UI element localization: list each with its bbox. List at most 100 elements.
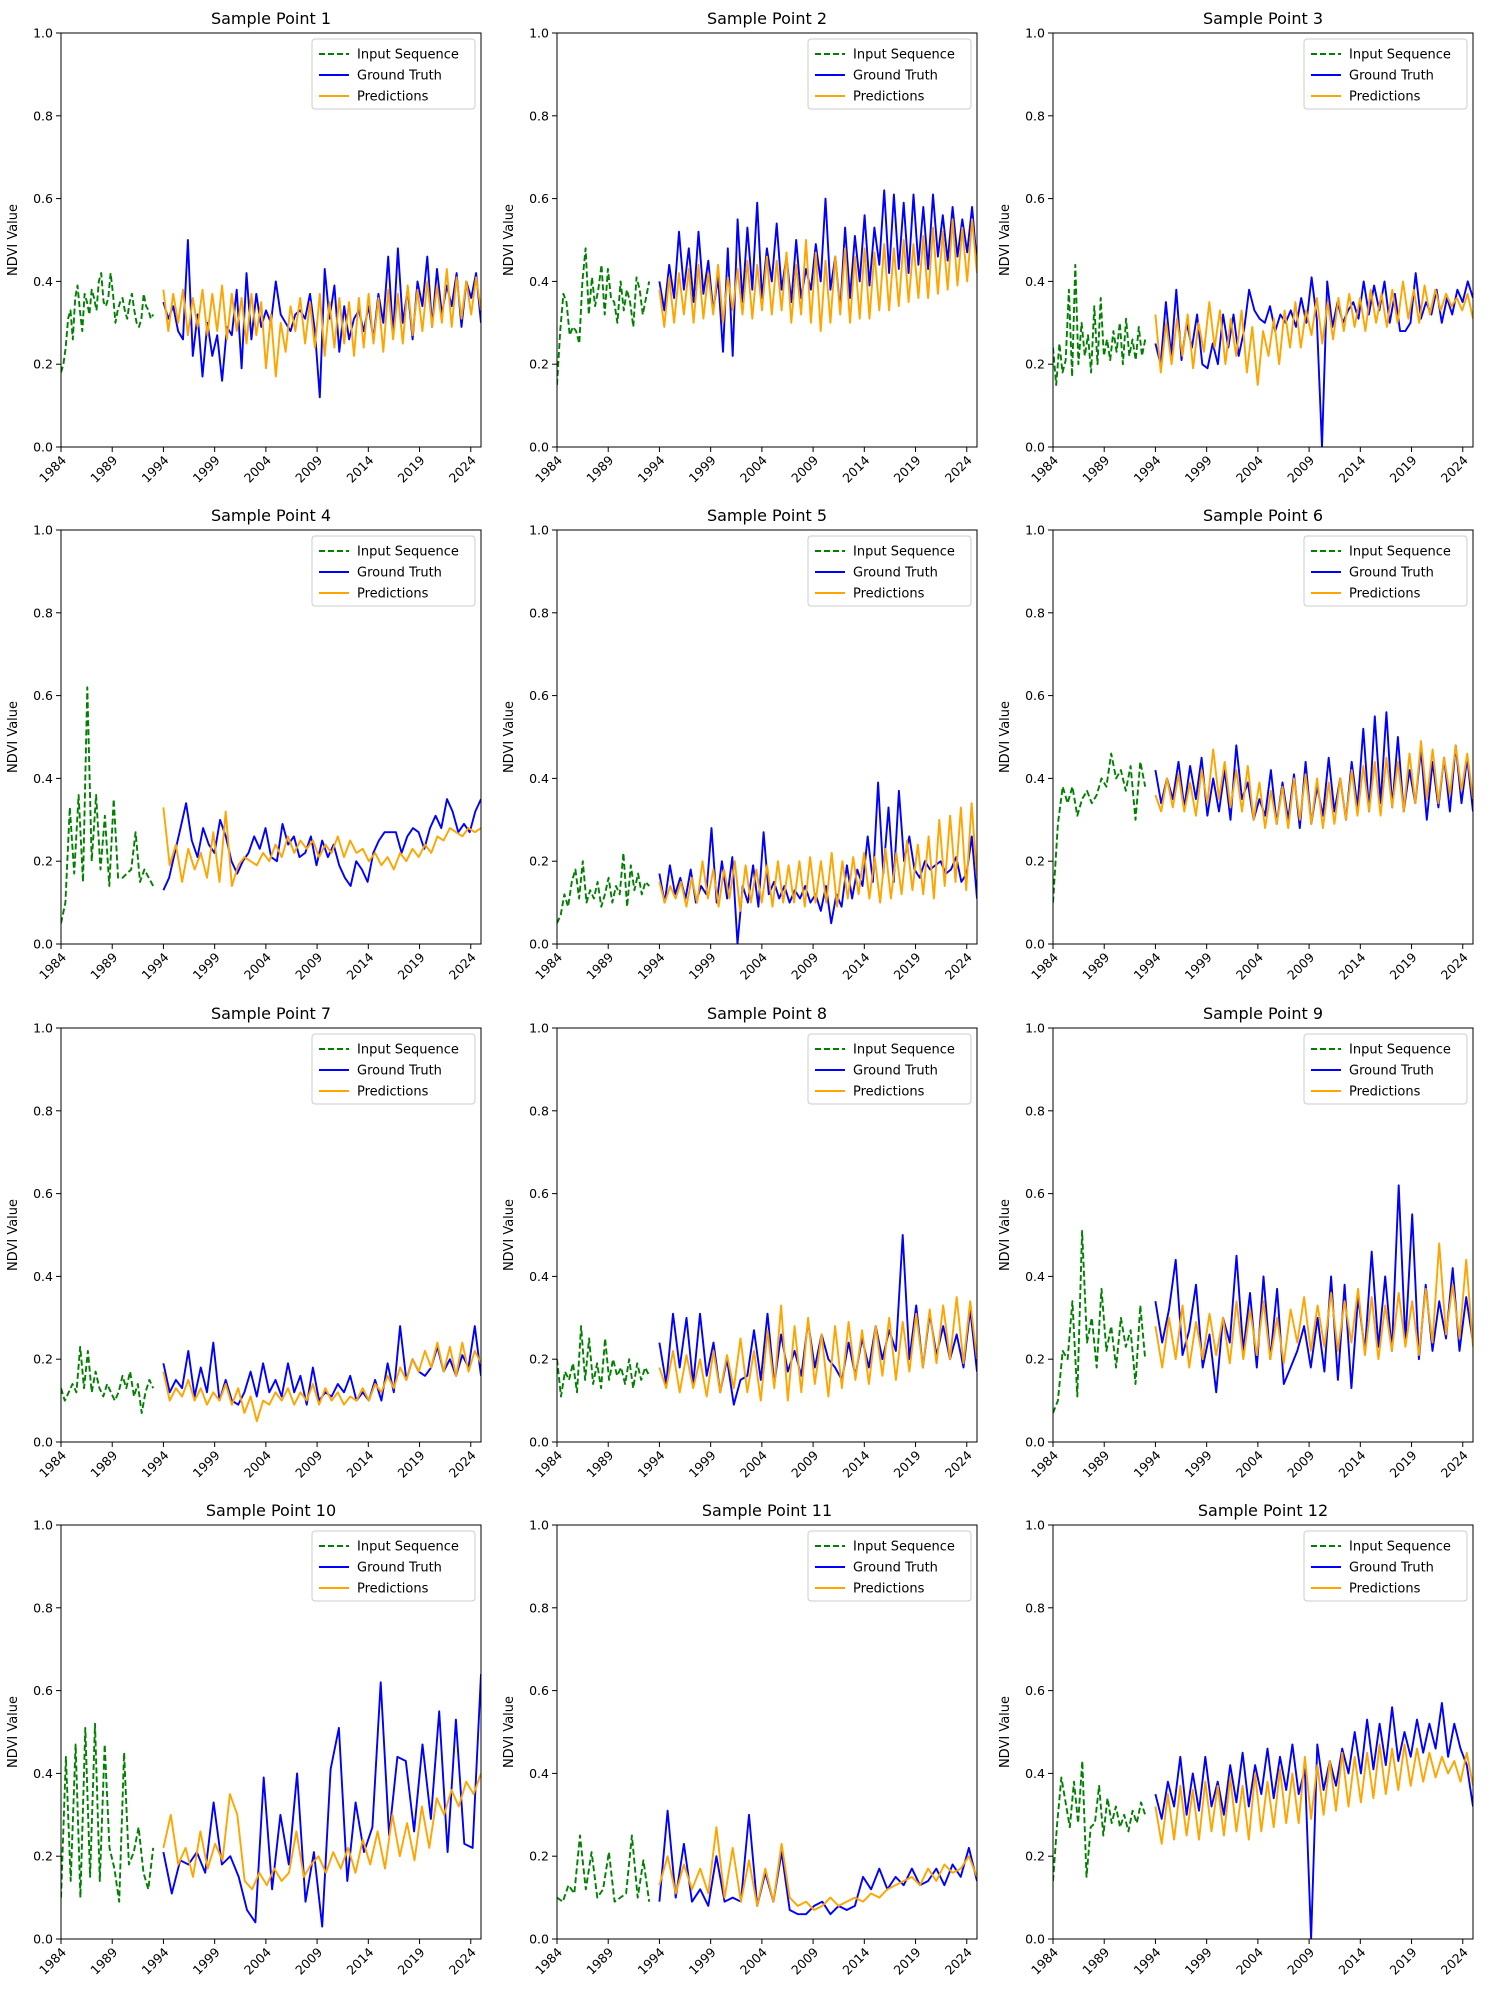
legend-label: Input Sequence bbox=[1349, 1540, 1451, 1555]
y-tick-label: 0.0 bbox=[33, 440, 53, 455]
series-input-sequence bbox=[557, 247, 651, 385]
y-tick-label: 0.8 bbox=[1025, 1600, 1045, 1615]
x-tick-label: 1994 bbox=[138, 1944, 171, 1977]
x-tick-label: 1984 bbox=[1028, 949, 1061, 982]
x-tick-label: 2009 bbox=[788, 1944, 821, 1977]
x-tick-label: 2024 bbox=[942, 949, 975, 982]
x-tick-label: 1984 bbox=[532, 452, 565, 485]
y-tick-label: 0.8 bbox=[529, 1600, 549, 1615]
y-tick-label: 0.6 bbox=[1025, 1683, 1045, 1698]
x-tick-label: 2019 bbox=[1387, 1944, 1420, 1977]
y-tick-label: 0.8 bbox=[529, 605, 549, 620]
y-tick-label: 0.2 bbox=[529, 854, 549, 869]
y-tick-label: 0.4 bbox=[33, 274, 53, 289]
y-tick-label: 0.2 bbox=[33, 1352, 53, 1367]
x-tick-label: 1994 bbox=[138, 1447, 171, 1480]
plot-frame bbox=[60, 529, 482, 945]
chart-title: Sample Point 5 bbox=[707, 506, 827, 525]
x-tick-label: 2014 bbox=[343, 1944, 376, 1977]
chart-title: Sample Point 4 bbox=[211, 506, 331, 525]
legend-label: Predictions bbox=[357, 1582, 429, 1597]
series-ground-truth bbox=[162, 1673, 481, 1928]
x-tick-label: 2009 bbox=[788, 1447, 821, 1480]
y-tick-label: 0.0 bbox=[1025, 1435, 1045, 1450]
subplot-9: Sample Point 9 NDVI Value 0.0 0.2 0.4 0.6 0.8 1… bbox=[998, 1004, 1474, 1481]
x-tick-label: 2014 bbox=[343, 949, 376, 982]
x-tick-label: 1999 bbox=[190, 1944, 223, 1977]
y-tick-label: 1.0 bbox=[33, 1518, 53, 1533]
y-axis-label: NDVI Value bbox=[502, 1696, 517, 1768]
plot-frame bbox=[556, 1524, 978, 1940]
chart-title: Sample Point 12 bbox=[1198, 1501, 1328, 1520]
x-tick-label: 2019 bbox=[395, 1944, 428, 1977]
y-axis-label: NDVI Value bbox=[6, 701, 21, 773]
x-tick-label: 1999 bbox=[686, 1944, 719, 1977]
legend: Input Sequence Ground Truth Predictions bbox=[807, 1530, 972, 1602]
y-tick-label: 0.0 bbox=[529, 440, 549, 455]
y-tick-label: 0.4 bbox=[529, 274, 549, 289]
x-tick-label: 1984 bbox=[1028, 1447, 1061, 1480]
series-input-sequence bbox=[61, 1722, 155, 1903]
x-tick-label: 2014 bbox=[343, 452, 376, 485]
x-tick-label: 2024 bbox=[446, 1447, 479, 1480]
x-tick-label: 2014 bbox=[839, 1447, 872, 1480]
legend-label: Input Sequence bbox=[1349, 48, 1451, 63]
y-tick-label: 0.4 bbox=[1025, 771, 1045, 786]
y-tick-label: 0.4 bbox=[33, 771, 53, 786]
legend-box bbox=[311, 1033, 476, 1105]
legend: Input Sequence Ground Truth Predictions bbox=[807, 535, 972, 607]
legend: Input Sequence Ground Truth Predictions bbox=[311, 38, 476, 110]
series-predictions bbox=[162, 268, 481, 378]
y-tick-label: 0.2 bbox=[529, 1849, 549, 1864]
x-tick-label: 1984 bbox=[532, 949, 565, 982]
series-predictions bbox=[658, 802, 977, 912]
x-tick-label: 2009 bbox=[292, 452, 325, 485]
y-tick-label: 0.2 bbox=[1025, 1352, 1045, 1367]
chart-title: Sample Point 9 bbox=[1203, 1004, 1323, 1023]
legend-box bbox=[311, 1530, 476, 1602]
x-tick-label: 2009 bbox=[788, 949, 821, 982]
y-axis-label: NDVI Value bbox=[6, 1199, 21, 1271]
x-tick-label: 2009 bbox=[1284, 1944, 1317, 1977]
y-tick-label: 0.2 bbox=[1025, 854, 1045, 869]
series-predictions bbox=[658, 1826, 977, 1911]
legend: Input Sequence Ground Truth Predictions bbox=[311, 535, 476, 607]
x-tick-label: 2024 bbox=[1438, 1447, 1471, 1480]
legend-box bbox=[1303, 38, 1468, 110]
x-tick-label: 1989 bbox=[583, 1944, 616, 1977]
x-tick-label: 1999 bbox=[686, 452, 719, 485]
x-tick-label: 1994 bbox=[138, 452, 171, 485]
legend-box bbox=[807, 1033, 972, 1105]
series-predictions bbox=[1154, 280, 1473, 386]
series-input-sequence bbox=[1053, 263, 1147, 386]
x-tick-label: 2014 bbox=[839, 1944, 872, 1977]
y-tick-label: 0.0 bbox=[529, 1435, 549, 1450]
series-predictions bbox=[1154, 740, 1473, 830]
x-tick-label: 1994 bbox=[634, 949, 667, 982]
y-axis-label: NDVI Value bbox=[998, 701, 1013, 773]
series-ground-truth bbox=[658, 781, 977, 944]
y-axis-label: NDVI Value bbox=[6, 1696, 21, 1768]
x-tick-label: 2004 bbox=[737, 452, 770, 485]
y-tick-label: 0.6 bbox=[33, 1683, 53, 1698]
y-tick-label: 0.0 bbox=[33, 937, 53, 952]
y-tick-label: 0.2 bbox=[1025, 1849, 1045, 1864]
series-predictions bbox=[162, 1773, 481, 1891]
legend-label: Ground Truth bbox=[357, 1561, 442, 1576]
x-tick-label: 2019 bbox=[395, 949, 428, 982]
x-tick-label: 2009 bbox=[292, 1944, 325, 1977]
x-tick-label: 1989 bbox=[87, 452, 120, 485]
y-tick-label: 0.2 bbox=[33, 854, 53, 869]
x-tick-label: 2014 bbox=[839, 949, 872, 982]
x-tick-label: 2019 bbox=[1387, 1447, 1420, 1480]
x-tick-label: 2014 bbox=[1335, 452, 1368, 485]
legend-label: Input Sequence bbox=[853, 1540, 955, 1555]
legend-label: Ground Truth bbox=[1349, 69, 1434, 84]
x-tick-label: 1989 bbox=[583, 949, 616, 982]
subplot-2: Sample Point 2 NDVI Value 0.0 0.2 0.4 0.6 0.8 1… bbox=[502, 9, 978, 486]
y-axis-label: NDVI Value bbox=[502, 1199, 517, 1271]
x-tick-label: 1989 bbox=[1079, 452, 1112, 485]
x-tick-label: 2014 bbox=[1335, 1447, 1368, 1480]
series-input-sequence bbox=[61, 1345, 155, 1414]
